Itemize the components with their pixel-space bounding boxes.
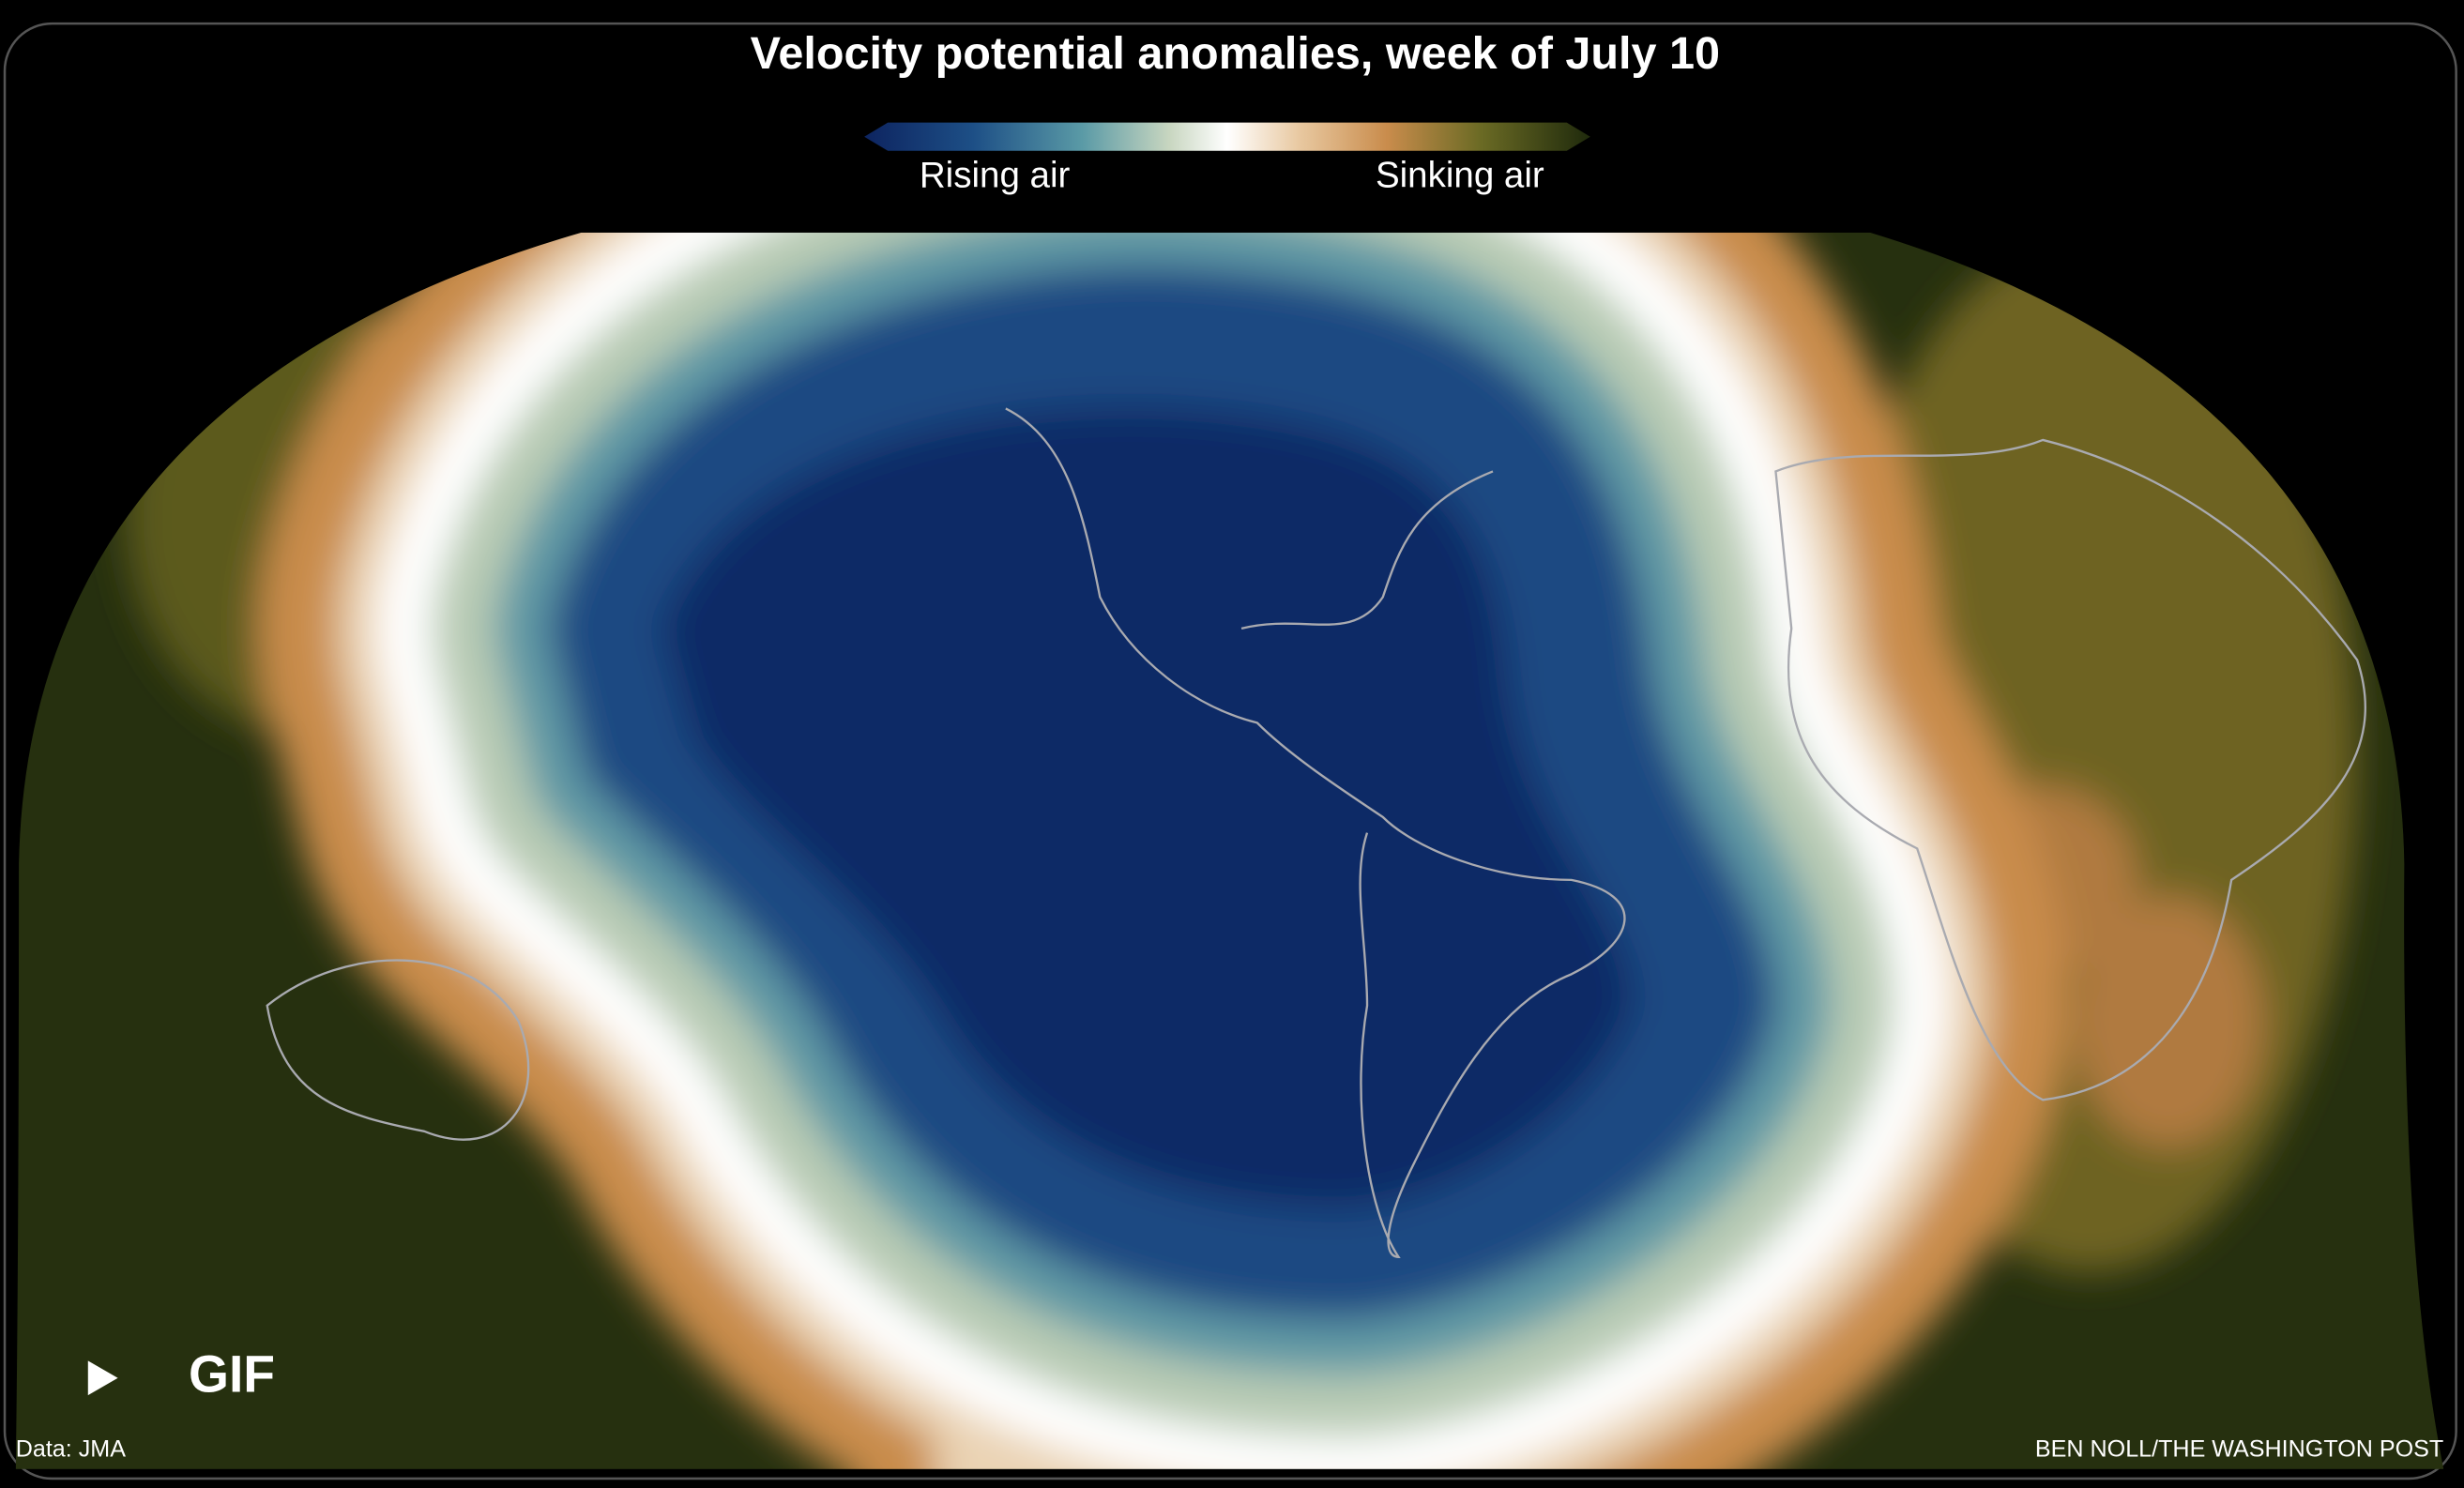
legend: Rising air Sinking air: [864, 122, 1590, 195]
play-button[interactable]: [87, 1360, 118, 1396]
source-note: Data: JMA: [16, 1435, 126, 1462]
credit: BEN NOLL/THE WASHINGTON POST: [2035, 1435, 2443, 1462]
map: [15, 232, 2444, 1469]
gif-control[interactable]: GIF: [87, 1344, 275, 1403]
gif-label: GIF: [189, 1344, 275, 1403]
legend-ramp: [864, 122, 1590, 151]
legend-high-label: Sinking air: [1376, 155, 1544, 195]
coastlines: [266, 407, 2366, 1258]
title: Velocity potential anomalies, week of Ju…: [751, 28, 1720, 79]
legend-low-label: Rising air: [920, 155, 1071, 195]
